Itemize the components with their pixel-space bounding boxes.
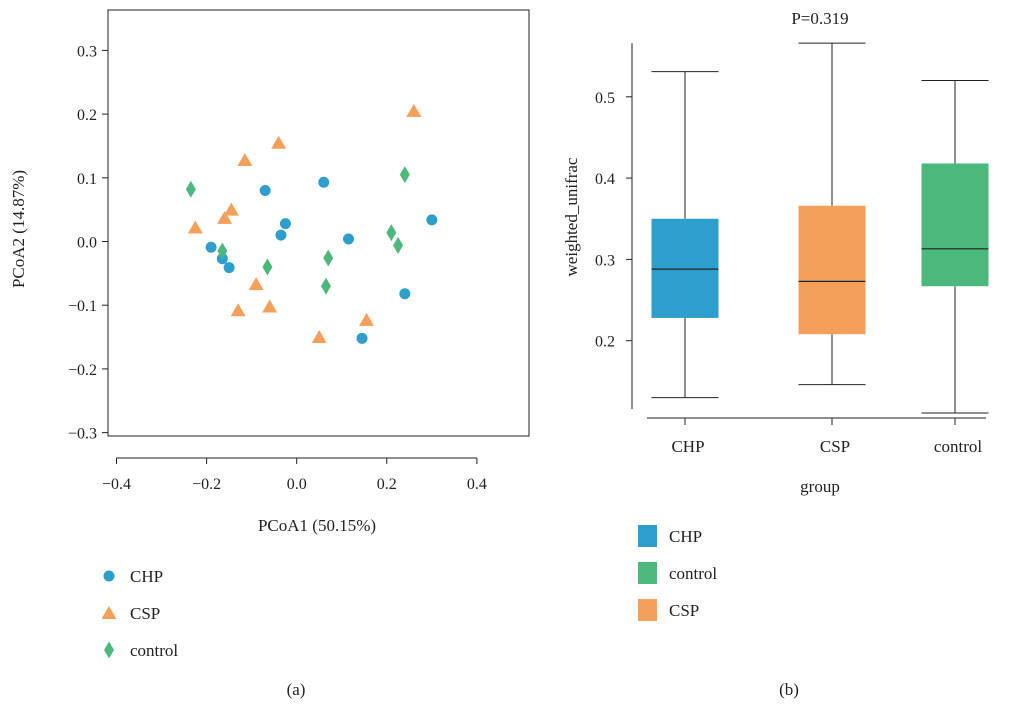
boxplot-x-tick-label-control: control: [934, 437, 982, 456]
scatter-y-tick-label: −0.2: [68, 362, 97, 379]
scatter-point-chp: [223, 262, 235, 274]
scatter-point-chp: [343, 233, 355, 245]
scatter-point-control: [393, 236, 404, 254]
scatter-point-chp: [426, 214, 438, 226]
scatter-point-csp: [311, 330, 327, 344]
scatter-y-tick-label: 0.3: [77, 43, 97, 60]
scatter-x-axis-label: PCoA1 (50.15%): [258, 516, 376, 535]
legend-swatch-control: [638, 562, 657, 584]
scatter-point-control: [185, 180, 196, 198]
boxplot-title: P=0.319: [791, 9, 848, 28]
scatter-x-tick-label: −0.4: [102, 476, 131, 493]
boxplot-y-axis-label: weighted_unifrac: [562, 157, 581, 276]
box-control: [921, 163, 989, 287]
scatter-point-chp: [318, 176, 330, 188]
boxplot-y-tick-label: 0.4: [595, 171, 615, 188]
legend-label-csp: CSP: [130, 604, 160, 623]
boxplot-y-tick-label: 0.5: [595, 90, 615, 107]
boxplot-x-tick-label-csp: CSP: [820, 437, 850, 456]
boxplot-y-tick-label: 0.2: [595, 334, 615, 351]
boxplot-legend-label-control: control: [669, 564, 717, 583]
scatter-point-csp: [237, 152, 253, 166]
scatter-y-tick-label: −0.3: [68, 426, 97, 443]
legend-swatch-chp: [638, 525, 657, 547]
scatter-plot-frame: [107, 9, 530, 437]
box-csp: [798, 205, 866, 335]
scatter-point-control: [323, 249, 334, 267]
scatter-y-axis-label: PCoA2 (14.87%): [9, 170, 28, 288]
scatter-x-tick-label: 0.4: [467, 476, 487, 493]
scatter-x-tick-label: −0.2: [192, 476, 221, 493]
scatter-x-tick-label: 0.0: [287, 476, 307, 493]
boxplot-x-axis-label: group: [800, 477, 840, 496]
legend-label-control: control: [130, 641, 178, 660]
scatter-point-csp: [359, 312, 375, 326]
scatter-point-control: [217, 242, 228, 260]
scatter-point-chp: [275, 229, 287, 241]
boxplot-box-layer: [651, 42, 989, 414]
panel-a: −0.4 −0.2 0.0 0.2 0.4 −0.3 −0.2 −0.1 0.0 0.1 0.2 0.…: [9, 9, 530, 699]
scatter-point-csp: [223, 202, 239, 216]
scatter-point-control: [399, 166, 410, 184]
scatter-tick-layer: −0.4 −0.2 0.0 0.2 0.4 −0.3 −0.2 −0.1 0.0 0.1 0.2 0.…: [68, 43, 487, 493]
scatter-point-csp: [248, 277, 264, 291]
legend-diamond-icon: [104, 641, 114, 659]
scatter-point-layer: [185, 103, 438, 344]
boxplot-legend-label-chp: CHP: [669, 527, 702, 546]
scatter-x-tick-label: 0.2: [377, 476, 397, 493]
scatter-point-chp: [205, 241, 217, 253]
panel-b-caption: (b): [779, 680, 799, 699]
scatter-point-control: [320, 277, 331, 295]
legend-swatch-csp: [638, 599, 657, 621]
scatter-point-chp: [259, 185, 271, 197]
legend-label-chp: CHP: [130, 567, 163, 586]
boxplot-tick-layer: 0.2 0.3 0.4 0.5 CHP CSP control: [595, 90, 982, 456]
scatter-point-csp: [187, 220, 203, 234]
panel-a-caption: (a): [287, 680, 306, 699]
boxplot-y-tick-label: 0.3: [595, 252, 615, 269]
scatter-point-control: [262, 258, 273, 276]
scatter-y-tick-label: 0.0: [77, 235, 97, 252]
box-chp: [651, 218, 719, 318]
scatter-point-csp: [406, 103, 422, 117]
boxplot-legend-label-csp: CSP: [669, 601, 699, 620]
scatter-point-csp: [271, 135, 287, 149]
legend-triangle-icon: [101, 606, 117, 619]
legend-circle-icon: [103, 570, 115, 582]
scatter-legend: CHP CSP control: [101, 567, 178, 660]
scatter-point-csp: [230, 303, 246, 317]
scatter-point-control: [386, 224, 397, 242]
scatter-point-chp: [356, 332, 368, 344]
boxplot-legend: CHP control CSP: [638, 525, 717, 621]
scatter-y-tick-label: 0.1: [77, 171, 97, 188]
scatter-point-chp: [279, 218, 291, 230]
scatter-point-csp: [217, 210, 233, 224]
scatter-point-chp: [399, 288, 411, 300]
scatter-y-tick-label: 0.2: [77, 107, 97, 124]
scatter-point-csp: [262, 299, 278, 313]
scatter-y-tick-label: −0.1: [68, 298, 97, 315]
boxplot-x-tick-label-chp: CHP: [671, 437, 704, 456]
